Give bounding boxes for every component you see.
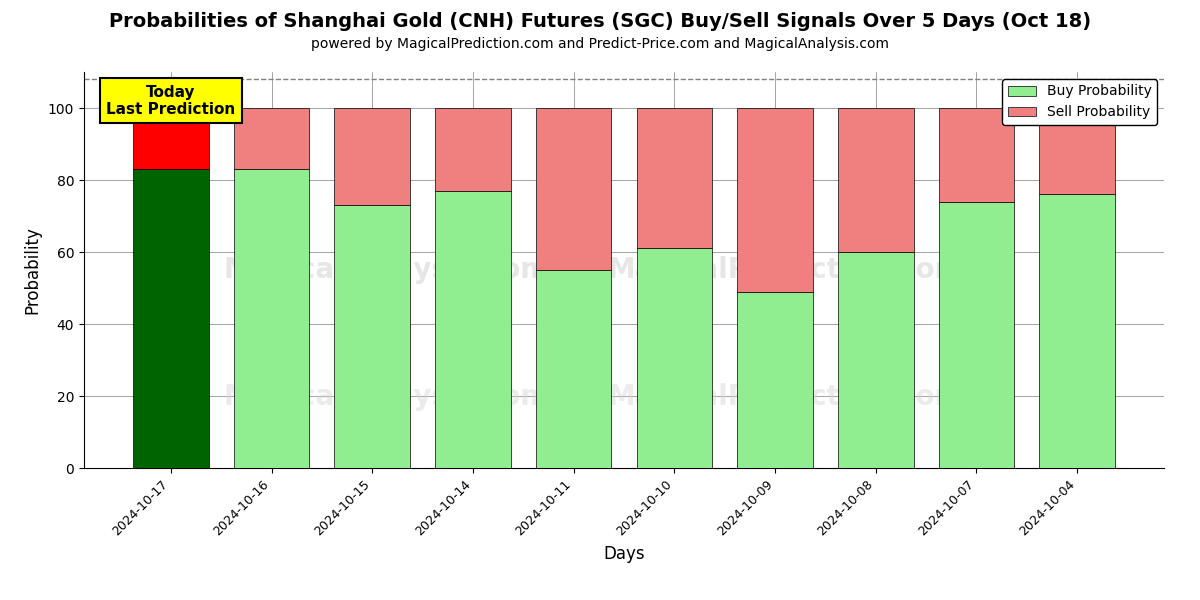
Bar — [938, 202, 1014, 468]
Bar — [436, 108, 511, 191]
Bar — [1039, 108, 1115, 194]
Bar — [536, 108, 612, 270]
Text: powered by MagicalPrediction.com and Predict-Price.com and MagicalAnalysis.com: powered by MagicalPrediction.com and Pre… — [311, 37, 889, 51]
Bar — [938, 108, 1014, 202]
Bar — [536, 270, 612, 468]
Legend: Buy Probability, Sell Probability: Buy Probability, Sell Probability — [1002, 79, 1157, 125]
Text: MagicalAnalysis.com: MagicalAnalysis.com — [223, 383, 550, 411]
Bar — [636, 108, 712, 248]
Bar — [737, 292, 812, 468]
Y-axis label: Probability: Probability — [23, 226, 41, 314]
Text: Probabilities of Shanghai Gold (CNH) Futures (SGC) Buy/Sell Signals Over 5 Days : Probabilities of Shanghai Gold (CNH) Fut… — [109, 12, 1091, 31]
Text: MagicalPrediction.com: MagicalPrediction.com — [607, 383, 965, 411]
Bar — [1039, 194, 1115, 468]
Bar — [436, 191, 511, 468]
Bar — [838, 108, 913, 252]
Text: MagicalPrediction.com: MagicalPrediction.com — [607, 256, 965, 284]
Bar — [133, 169, 209, 468]
Text: MagicalAnalysis.com: MagicalAnalysis.com — [223, 256, 550, 284]
Bar — [335, 108, 410, 205]
X-axis label: Days: Days — [604, 545, 644, 563]
Bar — [133, 108, 209, 169]
Text: Today
Last Prediction: Today Last Prediction — [107, 85, 235, 117]
Bar — [234, 169, 310, 468]
Bar — [335, 205, 410, 468]
Bar — [838, 252, 913, 468]
Bar — [636, 248, 712, 468]
Bar — [234, 108, 310, 169]
Bar — [737, 108, 812, 292]
